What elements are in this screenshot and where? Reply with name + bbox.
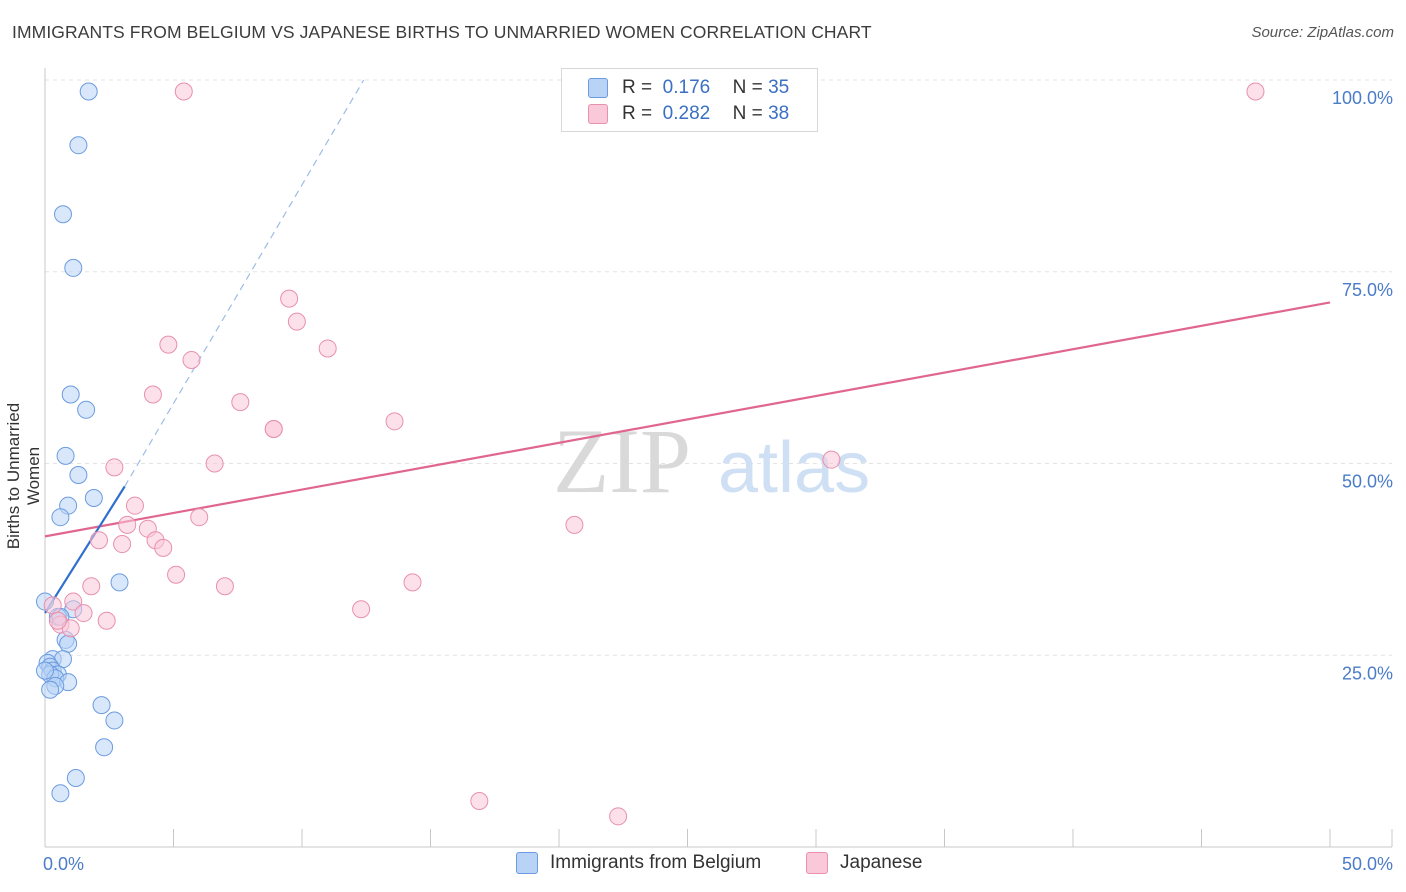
legend-row-japanese: R = 0.282 N = 38 <box>588 102 789 126</box>
legend-item-belgium: Immigrants from Belgium <box>516 852 761 874</box>
point-belgium <box>66 768 85 787</box>
legend-n-label: N = <box>732 103 763 124</box>
point-japanese <box>143 385 162 404</box>
point-belgium <box>51 508 70 527</box>
correlation-legend: R = 0.176 N = 35 R = 0.282 N = 38 <box>561 68 818 132</box>
data-points <box>36 82 1265 826</box>
x-tick-label: 50.0% <box>1342 854 1393 874</box>
point-japanese <box>154 538 173 557</box>
point-belgium <box>79 82 98 101</box>
point-japanese <box>105 458 124 477</box>
point-belgium <box>61 385 80 404</box>
trend-line-belgium <box>44 485 126 614</box>
point-japanese <box>159 335 178 354</box>
legend-swatch-japanese <box>806 852 828 874</box>
point-belgium <box>84 489 103 508</box>
point-japanese <box>48 611 67 630</box>
point-belgium <box>95 738 114 757</box>
tick-labels: 25.0% 50.0% 75.0% 100.0% 0.0% 50.0% <box>43 88 1393 874</box>
point-japanese <box>174 82 193 101</box>
point-japanese <box>205 454 224 473</box>
legend-label-japanese: Japanese <box>840 852 923 873</box>
point-japanese <box>1246 82 1265 101</box>
legend-swatch-japanese <box>588 104 608 124</box>
legend-swatch-belgium <box>516 852 538 874</box>
point-japanese <box>182 350 201 369</box>
point-japanese <box>82 577 101 596</box>
point-japanese <box>89 531 108 550</box>
point-belgium <box>69 466 88 485</box>
point-belgium <box>69 136 88 155</box>
point-belgium <box>92 696 111 715</box>
legend-swatch-belgium <box>588 78 608 98</box>
axes <box>44 68 1393 848</box>
point-belgium <box>53 205 72 224</box>
point-japanese <box>609 807 628 826</box>
point-belgium <box>105 711 124 730</box>
legend-r-value: 0.282 <box>662 103 711 124</box>
y-tick-label: 50.0% <box>1342 472 1393 492</box>
legend-label-belgium: Immigrants from Belgium <box>550 852 762 873</box>
point-japanese <box>264 419 283 438</box>
point-japanese <box>215 577 234 596</box>
point-japanese <box>125 496 144 515</box>
point-belgium <box>64 258 83 277</box>
point-japanese <box>403 573 422 592</box>
point-belgium <box>41 680 60 699</box>
point-japanese <box>822 450 841 469</box>
legend-row-belgium: R = 0.176 N = 35 <box>588 76 789 100</box>
point-japanese <box>113 535 132 554</box>
point-japanese <box>167 565 186 584</box>
x-tick-label: 0.0% <box>43 854 84 874</box>
point-belgium <box>59 634 78 653</box>
point-japanese <box>97 611 116 630</box>
y-tick-label: 75.0% <box>1342 280 1393 300</box>
chart-title: IMMIGRANTS FROM BELGIUM VS JAPANESE BIRT… <box>12 22 872 42</box>
y-tick-label: 100.0% <box>1332 88 1393 108</box>
point-belgium <box>56 446 75 465</box>
point-japanese <box>118 515 137 534</box>
watermark: ZIP atlas <box>553 410 870 512</box>
trend-line-belgium-extrapolated <box>124 79 365 487</box>
watermark-zip: ZIP <box>553 410 691 512</box>
watermark-atlas: atlas <box>718 428 870 508</box>
grid-lines <box>45 79 1392 656</box>
y-tick-label: 25.0% <box>1342 663 1393 683</box>
legend-r-label: R = <box>622 103 653 124</box>
point-belgium <box>36 661 54 680</box>
point-japanese <box>190 508 209 527</box>
point-japanese <box>64 592 83 611</box>
legend-r-value: 0.176 <box>662 77 711 98</box>
legend-n-label: N = <box>732 77 763 98</box>
point-belgium <box>110 573 129 592</box>
trend-lines <box>44 79 1331 614</box>
point-japanese <box>385 412 404 431</box>
point-japanese <box>43 596 62 615</box>
point-japanese <box>565 515 584 534</box>
point-japanese <box>287 312 306 331</box>
legend-n-value: 35 <box>768 77 790 98</box>
legend-r-label: R = <box>622 77 653 98</box>
point-belgium <box>51 784 70 803</box>
trend-line-japanese <box>44 301 1331 538</box>
point-japanese <box>74 604 93 623</box>
point-japanese <box>352 600 371 619</box>
y-axis-label: Births to Unmarried Women <box>4 402 43 550</box>
point-japanese <box>231 393 250 412</box>
point-japanese <box>470 791 489 810</box>
point-japanese <box>280 289 299 308</box>
legend-n-value: 38 <box>768 103 790 124</box>
legend-item-japanese: Japanese <box>806 852 922 874</box>
point-belgium <box>77 400 96 419</box>
source-label: Source: ZipAtlas.com <box>1251 24 1394 41</box>
point-japanese <box>318 339 337 358</box>
